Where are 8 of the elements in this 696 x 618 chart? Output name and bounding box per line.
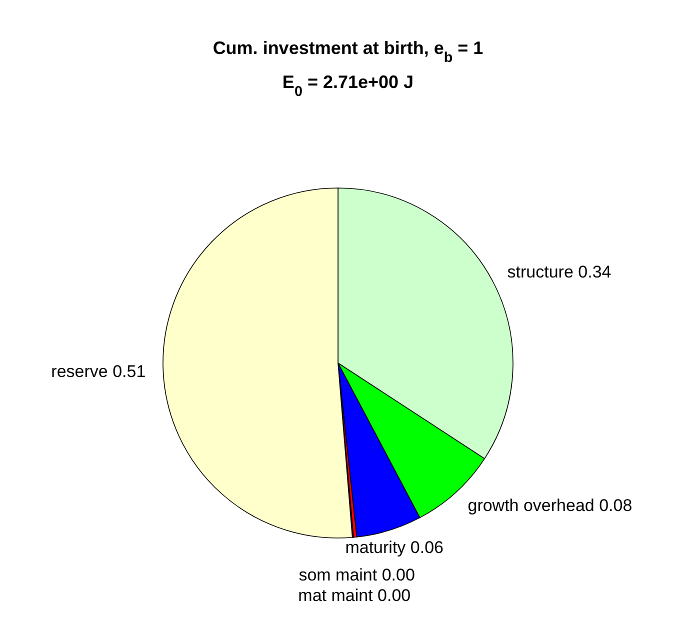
slice-label: mat maint 0.00 [298,586,411,605]
chart-subtitle: E$_{0}$ = 2.71e+00 J [282,72,414,100]
slice-label: structure 0.34 [507,262,612,282]
chart-title: Cum. investment at birth, e$_{b}$ = 1 [212,38,484,66]
slice-label: growth overhead 0.08 [468,496,632,516]
slice-label: maturity 0.06 [345,538,444,558]
slice-label: som maint 0.00 [298,566,415,585]
slice-label: reserve 0.51 [51,362,146,381]
